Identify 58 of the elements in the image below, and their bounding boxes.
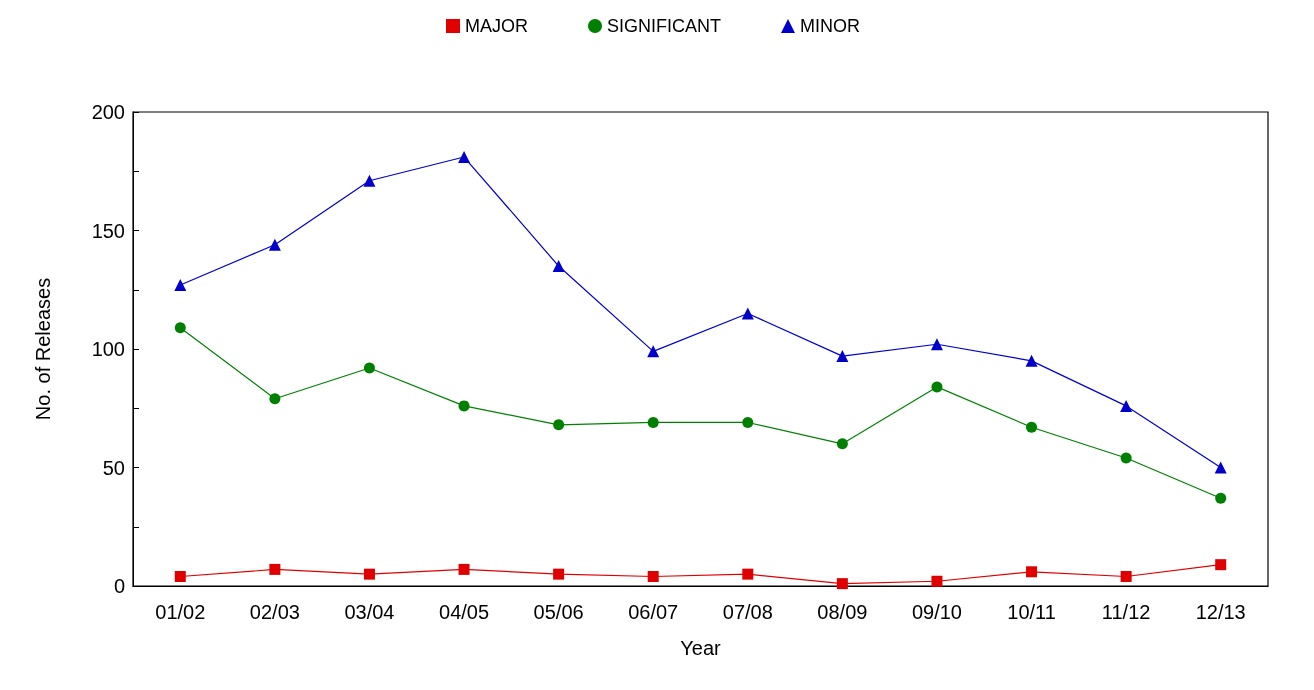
point	[268, 238, 281, 251]
point	[1026, 566, 1038, 578]
x-tick-label: 01/02	[155, 601, 206, 623]
point	[836, 438, 848, 450]
point	[552, 260, 565, 273]
point	[931, 575, 943, 587]
point	[458, 400, 470, 412]
y-tick-label: 100	[91, 338, 125, 360]
point	[742, 568, 754, 580]
point	[553, 419, 565, 431]
point	[1215, 492, 1227, 504]
x-tick-label: 04/05	[439, 601, 490, 623]
x-tick-label: 06/07	[628, 601, 679, 623]
x-tick-label: 08/09	[817, 601, 868, 623]
point	[836, 350, 849, 363]
x-tick-label: 02/03	[249, 601, 300, 623]
x-tick-label: 05/06	[533, 601, 584, 623]
y-tick-label: 50	[102, 456, 125, 479]
y-axis-title: No. of Releases	[32, 277, 54, 421]
point	[741, 307, 754, 320]
y-tick-label: 200	[91, 101, 125, 123]
point	[174, 279, 187, 292]
point	[930, 338, 943, 351]
point	[1120, 399, 1133, 412]
x-tick-label: 10/11	[1007, 601, 1056, 623]
point	[647, 345, 660, 358]
point	[1215, 559, 1227, 571]
point	[269, 563, 281, 575]
y-tick-label: 150	[91, 219, 125, 242]
x-tick-label: 12/13	[1195, 601, 1246, 623]
legend-label: MAJOR	[465, 16, 528, 36]
point	[1120, 452, 1132, 464]
point	[553, 568, 565, 580]
y-tick-label: 0	[113, 575, 125, 597]
point	[742, 416, 754, 428]
point	[647, 571, 659, 583]
point	[1026, 421, 1038, 433]
point	[458, 151, 471, 164]
point	[363, 362, 375, 374]
point	[363, 568, 375, 580]
point	[931, 381, 943, 393]
x-tick-label: 11/12	[1101, 601, 1151, 623]
point	[174, 571, 186, 583]
point	[363, 174, 376, 187]
x-axis-title: Year	[680, 637, 722, 659]
legend-label: MINOR	[800, 16, 860, 36]
point	[269, 393, 281, 405]
point	[174, 322, 186, 334]
point	[836, 578, 848, 590]
point	[458, 563, 470, 575]
x-tick-label: 09/10	[911, 601, 962, 623]
point	[1120, 571, 1132, 583]
legend-label: SIGNIFICANT	[607, 16, 722, 36]
point	[647, 416, 659, 428]
point	[1025, 354, 1038, 367]
point	[1214, 461, 1227, 474]
x-tick-label: 03/04	[344, 601, 395, 623]
x-tick-label: 07/08	[722, 601, 773, 623]
